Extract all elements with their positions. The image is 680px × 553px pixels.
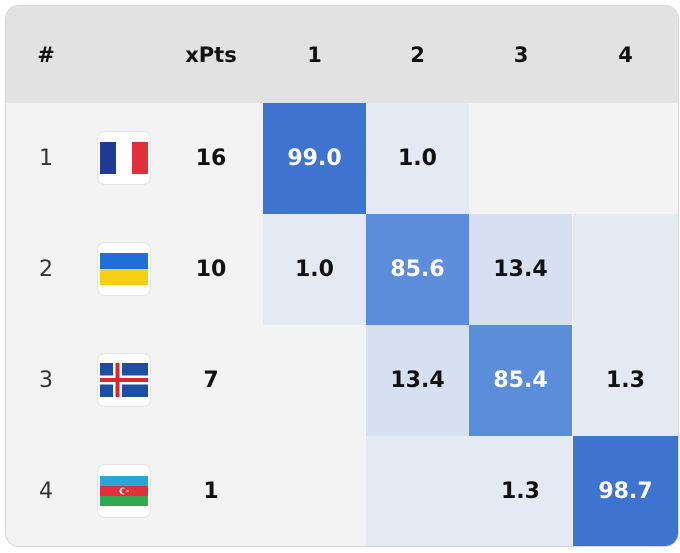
probability-cell: 1.3 bbox=[573, 325, 678, 436]
probability-cell bbox=[573, 103, 678, 214]
xpts-header: xPts bbox=[185, 42, 237, 67]
xpts-cell: 1 bbox=[203, 479, 219, 504]
ukraine-flag-icon bbox=[97, 242, 151, 296]
probability-cell: 85.6 bbox=[366, 214, 469, 325]
probability-cell: 98.7 bbox=[573, 436, 678, 546]
xpts-cell: 7 bbox=[203, 368, 219, 393]
probability-cell: 13.4 bbox=[366, 325, 469, 436]
probability-cell: 1.3 bbox=[469, 436, 572, 546]
probability-cell bbox=[263, 325, 366, 436]
position-1-header: 1 bbox=[307, 42, 322, 67]
probability-cell bbox=[573, 214, 678, 325]
rank-cell: 4 bbox=[39, 479, 53, 504]
probability-cell: 13.4 bbox=[469, 214, 572, 325]
iceland-flag-icon bbox=[97, 353, 151, 407]
standings-probability-table: # xPts 1 2 3 4 1 16 99.0 1.0 2 bbox=[5, 5, 679, 547]
probability-cell: 1.0 bbox=[263, 214, 366, 325]
rank-cell: 3 bbox=[39, 368, 53, 393]
rank-header: # bbox=[37, 42, 55, 67]
table-row: 4 1 1.3 98.7 bbox=[6, 436, 678, 546]
probability-cell: 85.4 bbox=[469, 325, 572, 436]
probability-cell bbox=[263, 436, 366, 546]
table-header: # xPts 1 2 3 4 bbox=[6, 6, 678, 103]
rank-cell: 1 bbox=[39, 146, 53, 171]
position-3-header: 3 bbox=[513, 42, 529, 67]
table-row: 1 16 99.0 1.0 bbox=[6, 103, 678, 214]
xpts-cell: 10 bbox=[195, 257, 227, 282]
probability-cell: 1.0 bbox=[366, 103, 469, 214]
table-row: 2 10 1.0 85.6 13.4 bbox=[6, 214, 678, 325]
rank-cell: 2 bbox=[39, 257, 53, 282]
xpts-cell: 16 bbox=[195, 146, 227, 171]
flag-header bbox=[86, 6, 161, 103]
table-row: 3 7 13.4 85.4 1.3 bbox=[6, 325, 678, 436]
probability-cell bbox=[469, 103, 572, 214]
position-4-header: 4 bbox=[618, 42, 633, 67]
position-2-header: 2 bbox=[410, 42, 425, 67]
probability-cell: 99.0 bbox=[263, 103, 366, 214]
probability-cell bbox=[366, 436, 469, 546]
azerbaijan-flag-icon bbox=[97, 464, 151, 518]
france-flag-icon bbox=[97, 131, 151, 185]
